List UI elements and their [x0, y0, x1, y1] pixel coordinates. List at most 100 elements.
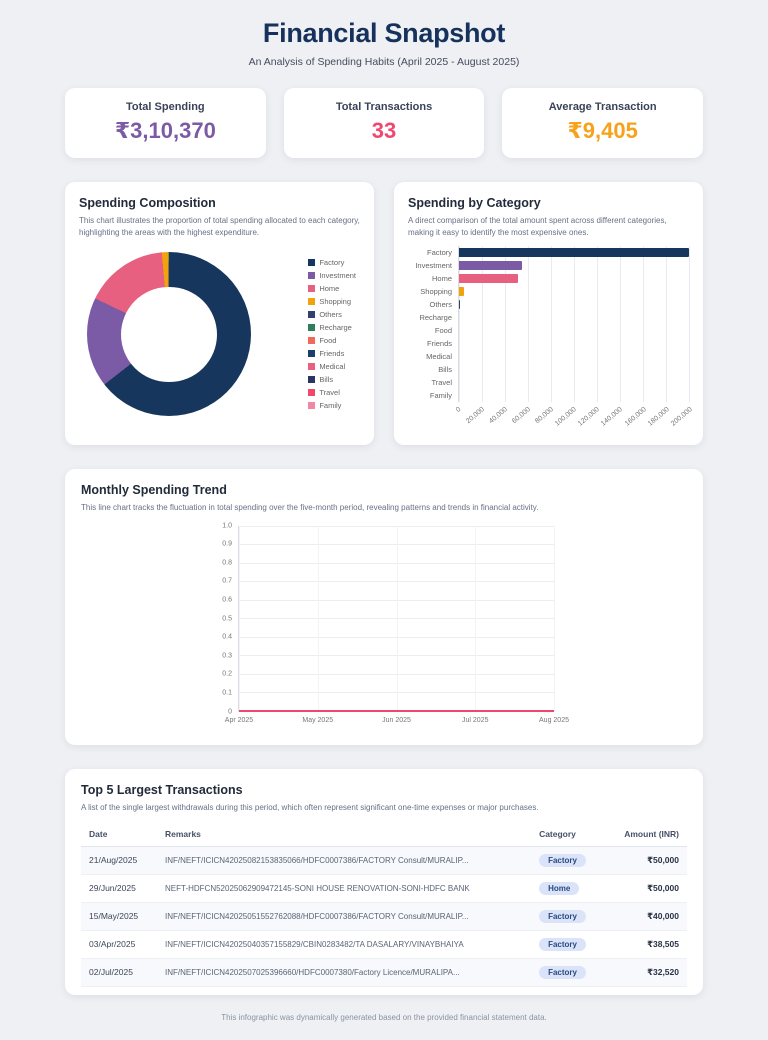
bar-category-label: Recharge	[408, 311, 458, 324]
line-y-tick-label: 0.4	[222, 634, 232, 641]
legend-item: Medical	[308, 362, 356, 371]
bar-category-label: Travel	[408, 376, 458, 389]
category-badge: Factory	[539, 910, 586, 923]
bar	[459, 287, 464, 296]
bar-row	[459, 285, 689, 298]
spending-by-category-card: Spending by Category A direct comparison…	[394, 182, 703, 445]
footer-note: This infographic was dynamically generat…	[65, 1013, 703, 1022]
page-title: Financial Snapshot	[65, 18, 703, 49]
legend-swatch	[308, 324, 315, 331]
card-title: Spending by Category	[408, 196, 689, 210]
legend-item: Bills	[308, 375, 356, 384]
legend-item: Home	[308, 284, 356, 293]
cell-remarks: INF/NEFT/ICICN4202507025396660/HDFC00073…	[157, 958, 531, 986]
line-y-tick-label: 0.6	[222, 596, 232, 603]
category-badge: Factory	[539, 938, 586, 951]
column-header: Remarks	[157, 822, 531, 847]
line-x-tick-label: Jul 2025	[462, 717, 488, 724]
legend-swatch	[308, 272, 315, 279]
stat-label: Average Transaction	[512, 101, 693, 113]
legend-swatch	[308, 350, 315, 357]
bar-x-tick-label: 200,000	[670, 406, 694, 428]
card-description: A direct comparison of the total amount …	[408, 215, 689, 238]
bar	[459, 261, 522, 270]
legend-swatch	[308, 389, 315, 396]
bar	[459, 248, 689, 257]
gridline	[554, 526, 555, 711]
bar-row	[459, 324, 689, 337]
card-description: This chart illustrates the proportion of…	[79, 215, 360, 238]
card-title: Spending Composition	[79, 196, 360, 210]
legend-swatch	[308, 285, 315, 292]
bar-row	[459, 311, 689, 324]
line-x-tick-label: Aug 2025	[539, 717, 569, 724]
stat-value: ₹3,10,370	[75, 118, 256, 144]
line-x-tick-label: Apr 2025	[225, 717, 253, 724]
cell-amount: ₹32,520	[604, 958, 687, 986]
stat-value: ₹9,405	[512, 118, 693, 144]
column-header: Category	[531, 822, 604, 847]
cell-category: Factory	[531, 930, 604, 958]
bar-category-label: Home	[408, 272, 458, 285]
legend-item: Family	[308, 401, 356, 410]
stats-row: Total Spending ₹3,10,370 Total Transacti…	[65, 88, 703, 158]
bar-category-label: Medical	[408, 350, 458, 363]
bar-row	[459, 259, 689, 272]
cell-amount: ₹50,000	[604, 874, 687, 902]
legend-label: Factory	[319, 258, 344, 267]
legend-label: Investment	[319, 271, 356, 280]
category-badge: Factory	[539, 854, 586, 867]
stat-label: Total Transactions	[294, 101, 475, 113]
legend-swatch	[308, 311, 315, 318]
page-subtitle: An Analysis of Spending Habits (April 20…	[65, 56, 703, 68]
bar-x-tick-label: 120,000	[577, 406, 601, 428]
bar-x-tick-label: 100,000	[554, 406, 578, 428]
bar	[459, 274, 518, 283]
stat-card-total-spending: Total Spending ₹3,10,370	[65, 88, 266, 158]
bar-row	[459, 246, 689, 259]
trend-line-svg	[239, 526, 554, 711]
legend-item: Recharge	[308, 323, 356, 332]
legend-label: Travel	[319, 388, 340, 397]
bar-row	[459, 363, 689, 376]
cell-date: 15/May/2025	[81, 902, 157, 930]
legend-label: Food	[319, 336, 336, 345]
bar-row	[459, 350, 689, 363]
legend-swatch	[308, 298, 315, 305]
cell-category: Factory	[531, 846, 604, 874]
legend-item: Travel	[308, 388, 356, 397]
bar-x-tick-label: 180,000	[647, 406, 671, 428]
legend-swatch	[308, 402, 315, 409]
bar-category-label: Friends	[408, 337, 458, 350]
cell-category: Home	[531, 874, 604, 902]
line-y-tick-label: 1.0	[222, 522, 232, 529]
bar-row	[459, 376, 689, 389]
cell-date: 03/Apr/2025	[81, 930, 157, 958]
bar-category-label: Bills	[408, 363, 458, 376]
legend-item: Factory	[308, 258, 356, 267]
cell-amount: ₹50,000	[604, 846, 687, 874]
bar-category-label: Food	[408, 324, 458, 337]
cell-remarks: INF/NEFT/ICICN42025082153835066/HDFC0007…	[157, 846, 531, 874]
card-description: This line chart tracks the fluctuation i…	[81, 502, 687, 514]
legend-swatch	[308, 376, 315, 383]
stat-value: 33	[294, 118, 475, 144]
bar-category-label: Factory	[408, 246, 458, 259]
bar-category-label: Shopping	[408, 285, 458, 298]
stat-card-total-transactions: Total Transactions 33	[284, 88, 485, 158]
gridline	[689, 246, 690, 402]
card-description: A list of the single largest withdrawals…	[81, 802, 687, 814]
line-y-tick-label: 0.3	[222, 652, 232, 659]
legend-swatch	[308, 337, 315, 344]
legend-label: Bills	[319, 375, 333, 384]
